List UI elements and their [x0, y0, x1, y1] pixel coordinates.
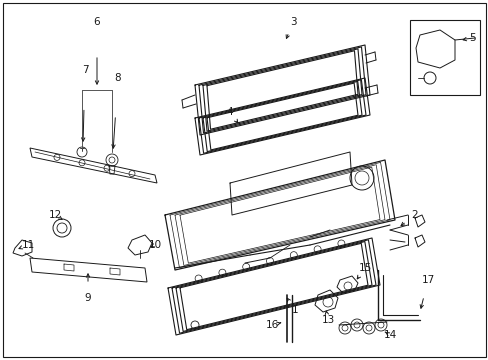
Text: 6: 6	[94, 17, 100, 27]
Text: 11: 11	[21, 240, 35, 250]
Text: 5: 5	[468, 33, 474, 43]
Text: 7: 7	[81, 65, 88, 75]
Text: 15: 15	[358, 263, 371, 273]
Bar	[409, 20, 479, 95]
Text: 3: 3	[289, 17, 296, 27]
Text: 12: 12	[48, 210, 61, 220]
Text: 14: 14	[383, 330, 396, 340]
Text: 1: 1	[291, 305, 298, 315]
Text: 9: 9	[84, 293, 91, 303]
Text: 10: 10	[148, 240, 161, 250]
Text: 13: 13	[321, 315, 334, 325]
Text: 17: 17	[421, 275, 434, 285]
Text: 2: 2	[411, 210, 417, 220]
Text: 4: 4	[226, 107, 233, 117]
Text: 8: 8	[115, 73, 121, 83]
Text: 16: 16	[265, 320, 278, 330]
